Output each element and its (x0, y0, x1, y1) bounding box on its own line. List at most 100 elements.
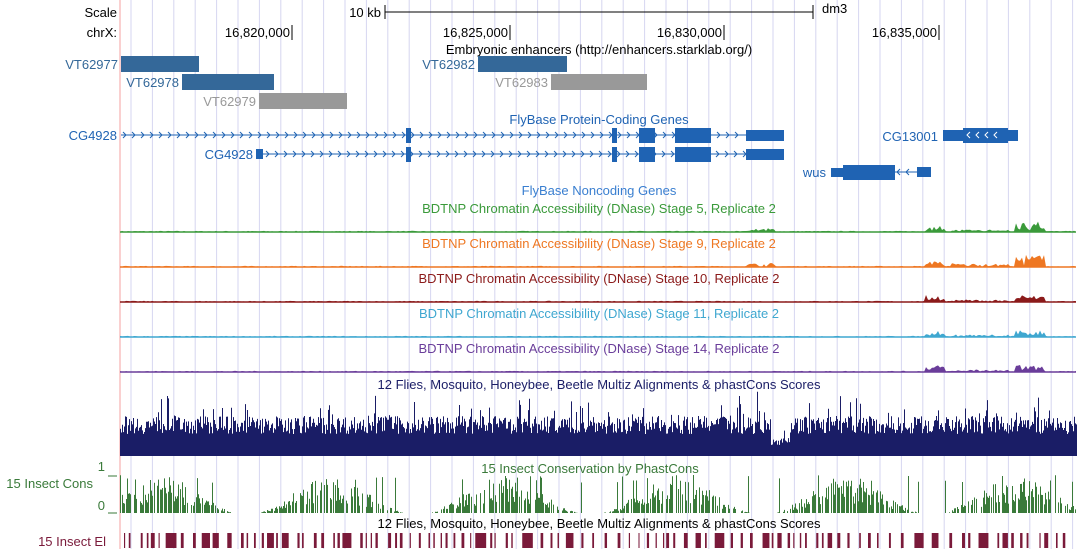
dnase-tracks[interactable]: BDTNP Chromatin Accessibility (DNase) St… (120, 201, 1076, 373)
strand-arrow (265, 150, 270, 158)
conserved-element (540, 533, 544, 548)
strand-arrow (436, 150, 441, 158)
noncoding-genes-track[interactable]: FlyBase Noncoding Genes (522, 183, 677, 198)
enhancers-track[interactable]: Embryonic enhancers (http://enhancers.st… (65, 42, 752, 109)
conserved-element (1044, 533, 1049, 548)
conserved-element (321, 533, 325, 548)
strand-arrow (437, 131, 442, 139)
enhancer-block[interactable] (478, 56, 567, 72)
enhancer-label[interactable]: VT62978 (126, 75, 179, 90)
strand-arrow (499, 150, 504, 158)
enhancer-block[interactable] (551, 74, 647, 90)
gene-label[interactable]: CG4928 (69, 128, 117, 143)
conserved-element (750, 533, 753, 548)
gene-label[interactable]: CG13001 (882, 129, 938, 144)
strand-arrow (527, 131, 532, 139)
conserved-element (445, 533, 448, 548)
conserved-element (1011, 533, 1014, 548)
strand-arrow (302, 131, 307, 139)
conserved-element (333, 533, 335, 548)
track-title: BDTNP Chromatin Accessibility (DNase) St… (418, 271, 779, 286)
conserved-element (297, 533, 300, 548)
protein-coding-genes-track[interactable]: FlyBase Protein-Coding Genes CG4928 CG49… (69, 112, 1018, 180)
scale-bar-label: 10 kb (349, 5, 381, 20)
dnase-track[interactable]: BDTNP Chromatin Accessibility (DNase) St… (120, 236, 1076, 268)
conserved-element (617, 533, 621, 548)
enhancer-block[interactable] (121, 56, 199, 72)
strand-arrow (724, 150, 729, 158)
enhancer-block[interactable] (259, 93, 347, 109)
strand-arrow (625, 150, 630, 158)
conserved-element (740, 533, 743, 548)
conserved-element (1062, 533, 1066, 548)
enhancer-label[interactable]: VT62982 (422, 57, 475, 72)
side-label[interactable]: 15 Insect El (38, 534, 106, 549)
conserved-element (805, 533, 807, 548)
dnase-track[interactable]: BDTNP Chromatin Accessibility (DNase) St… (120, 306, 1076, 338)
utr (256, 149, 263, 159)
strand-arrow (364, 150, 369, 158)
conserved-elements-track[interactable]: 12 Flies, Mosquito, Honeybee, Beetle Mul… (38, 516, 1066, 549)
strand-arrow (553, 150, 558, 158)
gene-model[interactable]: CG4928 (69, 128, 784, 143)
gene-label[interactable]: wus (802, 165, 827, 180)
utr (750, 149, 784, 160)
conserved-element (180, 533, 184, 548)
strand-arrow (454, 150, 459, 158)
conserved-element (868, 533, 871, 548)
strand-arrow (400, 150, 405, 158)
strand-arrow (365, 131, 370, 139)
enhancer-label[interactable]: VT62983 (495, 75, 548, 90)
dnase-track[interactable]: BDTNP Chromatin Accessibility (DNase) St… (120, 341, 1076, 373)
enhancer-label[interactable]: VT62979 (203, 94, 256, 109)
strand-arrow (734, 131, 739, 139)
utr (750, 130, 784, 141)
conserved-element (253, 533, 256, 548)
conserved-element (475, 533, 487, 548)
enhancer-block[interactable] (182, 74, 274, 90)
base-position-ruler[interactable]: Scale chrX: 10 kb dm3 16,820,000 16,825,… (84, 1, 940, 40)
conserved-element (837, 533, 841, 548)
side-label[interactable]: 15 Insect Cons (6, 476, 93, 491)
dnase-track[interactable]: BDTNP Chromatin Accessibility (DNase) St… (120, 201, 1076, 233)
strand-arrow (598, 150, 603, 158)
exon (406, 147, 411, 162)
conserved-element (714, 533, 725, 548)
strand-arrow (320, 131, 325, 139)
assembly-label: dm3 (822, 1, 847, 16)
gene-model[interactable]: CG13001 (882, 128, 1018, 144)
strand-arrow (310, 150, 315, 158)
vertical-grid-lines (130, 0, 1074, 549)
strand-arrows (966, 131, 998, 139)
track-title: 12 Flies, Mosquito, Honeybee, Beetle Mul… (378, 377, 821, 392)
strand-arrow (616, 150, 621, 158)
exon (675, 147, 711, 162)
conserved-element (914, 533, 924, 548)
multiz-bars (120, 391, 1077, 456)
conserved-element (1020, 533, 1023, 548)
conserved-element (227, 533, 232, 548)
strand-arrow (500, 131, 505, 139)
conserved-element (399, 533, 403, 548)
phastcons-track[interactable]: 15 Insect Conservation by PhastCons 15 I… (6, 459, 1077, 514)
gene-label[interactable]: CG4928 (205, 147, 253, 162)
strand-arrow (661, 150, 666, 158)
gene-model[interactable]: wus (802, 165, 931, 180)
dnase-track[interactable]: BDTNP Chromatin Accessibility (DNase) St… (120, 271, 1076, 303)
conserved-element (165, 533, 177, 548)
enhancer-label[interactable]: VT62977 (65, 57, 118, 72)
conserved-element (360, 533, 363, 548)
strand-arrow (418, 150, 423, 158)
exon (639, 147, 655, 162)
multiz-track[interactable]: 12 Flies, Mosquito, Honeybee, Beetle Mul… (120, 377, 1077, 456)
conserved-element (799, 533, 802, 548)
conserved-element (847, 533, 850, 548)
conserved-element (453, 533, 456, 548)
strand-arrow (158, 131, 163, 139)
conserved-element (461, 533, 465, 548)
gene-model[interactable]: CG4928 (205, 147, 784, 162)
track-title: BDTNP Chromatin Accessibility (DNase) St… (418, 341, 779, 356)
conserved-element (124, 533, 126, 548)
strand-arrow (455, 131, 460, 139)
conserved-element (771, 533, 774, 548)
